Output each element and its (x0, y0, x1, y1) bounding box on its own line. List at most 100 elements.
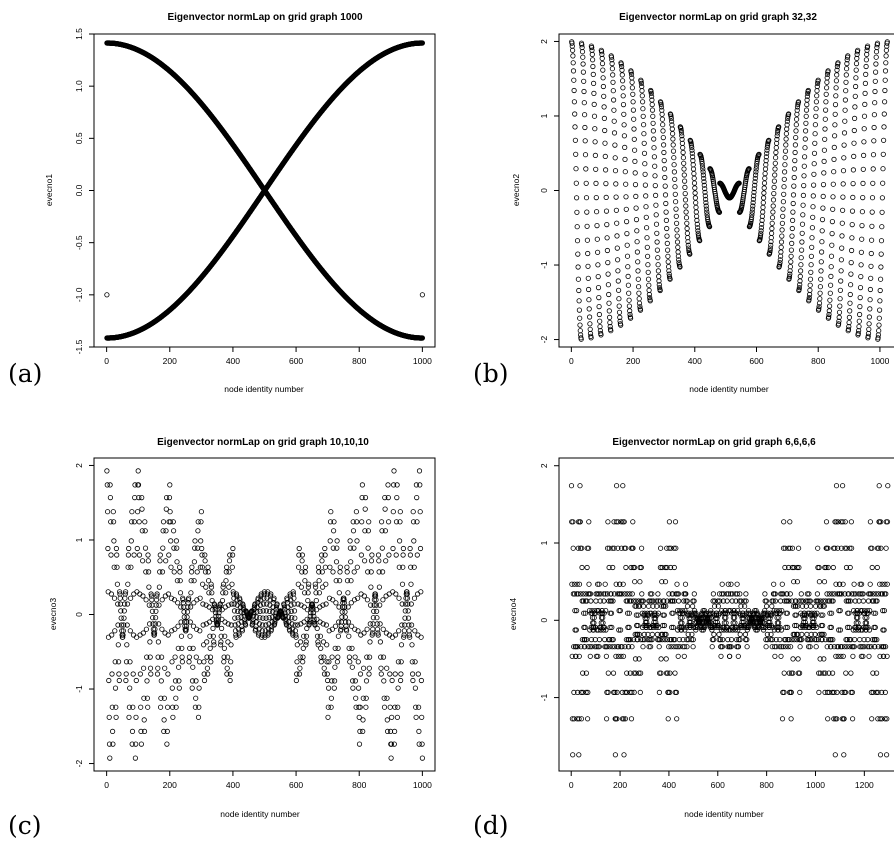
data-point (111, 538, 117, 544)
data-point (581, 78, 587, 84)
data-point (851, 127, 857, 134)
x-tick-label: 1000 (413, 780, 432, 790)
data-point (857, 303, 863, 310)
data-point (743, 591, 749, 597)
x-tick-label: 200 (163, 780, 177, 790)
data-point (294, 659, 300, 665)
data-point (645, 269, 651, 275)
data-point (873, 49, 880, 55)
data-point (613, 483, 620, 489)
data-point (856, 311, 863, 318)
data-point (645, 603, 652, 609)
data-point (850, 181, 856, 187)
data-point (126, 714, 132, 720)
data-point (635, 259, 641, 265)
data-point (643, 225, 650, 231)
data-point (830, 181, 836, 187)
data-point (168, 538, 174, 544)
data-point (158, 678, 164, 684)
data-point (692, 185, 698, 191)
data-point (633, 193, 639, 199)
data-point (591, 101, 597, 108)
y-tick-label: 1 (539, 540, 549, 545)
data-point (652, 183, 658, 189)
data-point (680, 145, 686, 151)
data-point (828, 253, 835, 259)
data-point (670, 142, 676, 148)
data-point (820, 205, 826, 211)
data-point (666, 519, 673, 525)
data-point (315, 564, 322, 570)
data-point (335, 633, 341, 639)
data-point (577, 322, 583, 328)
data-point (230, 552, 236, 558)
data-point (376, 558, 382, 564)
data-point (779, 227, 785, 233)
data-point (655, 262, 661, 268)
data-point (727, 653, 733, 659)
data-point (323, 581, 329, 587)
data-point (137, 671, 143, 677)
data-point (879, 195, 886, 201)
data-point (614, 257, 621, 263)
data-point (859, 209, 866, 215)
x-axis-label: node identity number (689, 384, 769, 394)
data-point (770, 209, 776, 215)
panel-a-chart: Eigenvector normLap on grid graph 1000 0… (8, 12, 436, 394)
data-point (863, 63, 869, 70)
data-point (134, 545, 140, 552)
data-point (400, 552, 406, 558)
data-point (584, 716, 591, 722)
data-point (602, 153, 608, 159)
data-point (656, 644, 662, 650)
data-point (394, 714, 400, 720)
data-point (790, 192, 797, 198)
data-point (297, 639, 304, 645)
data-point (127, 628, 133, 634)
data-point (826, 303, 833, 309)
data-point (594, 249, 601, 255)
data-point (870, 166, 876, 172)
data-point (833, 93, 839, 99)
data-point (623, 181, 629, 187)
data-point (154, 671, 161, 677)
data-point (579, 44, 585, 51)
data-point (587, 321, 593, 327)
data-point (177, 564, 183, 570)
data-point (303, 633, 310, 639)
data-point (601, 93, 607, 99)
data-point (841, 142, 847, 148)
data-point (129, 509, 135, 515)
data-point (693, 209, 699, 215)
data-point (603, 716, 610, 722)
data-point (596, 294, 602, 301)
data-point (105, 509, 111, 515)
data-point (880, 137, 887, 143)
data-point (866, 321, 872, 327)
data-point (652, 163, 658, 169)
data-point (867, 286, 874, 293)
data-point (830, 194, 836, 200)
data-point (128, 564, 134, 570)
data-point (155, 639, 161, 645)
data-point (829, 231, 835, 237)
data-point (112, 628, 118, 634)
data-point (366, 671, 372, 677)
data-point (673, 220, 680, 226)
data-point (650, 120, 656, 126)
data-point (823, 85, 830, 91)
data-point (838, 257, 845, 263)
data-point (849, 222, 855, 228)
data-point (879, 224, 885, 230)
data-point (145, 558, 151, 564)
data-point (660, 135, 666, 141)
data-point (576, 287, 582, 294)
data-point (801, 154, 808, 160)
data-point (828, 264, 834, 270)
y-tick-label: 0 (539, 618, 549, 623)
y-tick-label: 0.5 (74, 132, 84, 144)
data-point (356, 741, 363, 747)
data-point (853, 67, 859, 73)
data-point (570, 53, 576, 59)
data-point (639, 93, 645, 99)
